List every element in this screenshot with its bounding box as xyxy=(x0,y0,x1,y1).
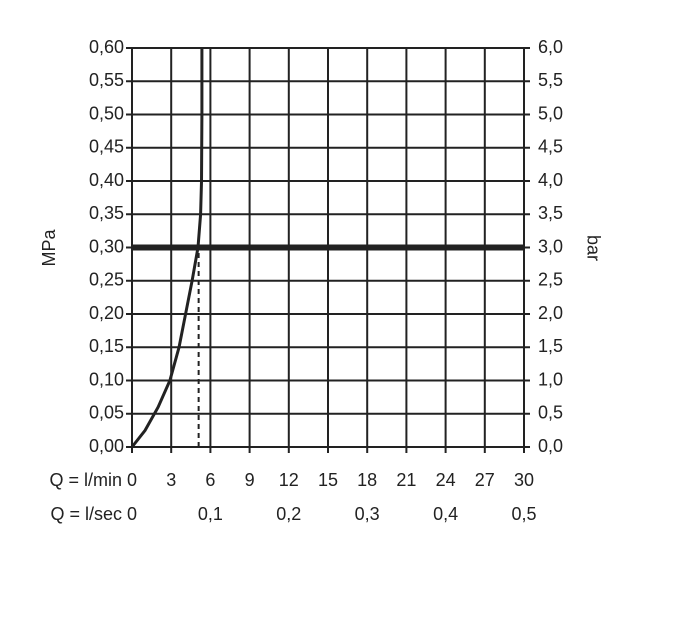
y-axis-label: MPa xyxy=(39,229,59,267)
y2-tick-label: 2,5 xyxy=(538,270,563,290)
x-tick-label: 6 xyxy=(205,470,215,490)
x-tick-label: 0 xyxy=(127,470,137,490)
y2-tick-label: 5,5 xyxy=(538,70,563,90)
x2-tick-label: 0,1 xyxy=(198,504,223,524)
y-tick-label: 0,05 xyxy=(89,403,124,423)
y2-tick-label: 6,0 xyxy=(538,37,563,57)
y2-tick-label: 3,5 xyxy=(538,203,563,223)
y-tick-label: 0,00 xyxy=(89,436,124,456)
y-tick-label: 0,15 xyxy=(89,336,124,356)
y2-tick-label: 1,0 xyxy=(538,369,563,389)
plot-frame xyxy=(131,47,525,448)
x2-tick-label: 0 xyxy=(127,504,137,524)
x2-tick-label: 0,4 xyxy=(433,504,458,524)
x-tick-label: 24 xyxy=(436,470,456,490)
x-axis-label: Q = l/min xyxy=(49,470,122,490)
y-tick-label: 0,60 xyxy=(89,37,124,57)
y-tick-label: 0,10 xyxy=(89,369,124,389)
x2-axis-label: Q = l/sec xyxy=(50,504,122,524)
x-tick-label: 9 xyxy=(245,470,255,490)
x-tick-label: 30 xyxy=(514,470,534,490)
x-tick-label: 18 xyxy=(357,470,377,490)
y2-tick-label: 4,0 xyxy=(538,170,563,190)
y-tick-label: 0,35 xyxy=(89,203,124,223)
y-tick-label: 0,55 xyxy=(89,70,124,90)
y-tick-label: 0,20 xyxy=(89,303,124,323)
y-tick-label: 0,50 xyxy=(89,103,124,123)
y2-tick-label: 3,0 xyxy=(538,236,563,256)
y2-tick-label: 1,5 xyxy=(538,336,563,356)
y-tick-label: 0,30 xyxy=(89,236,124,256)
y2-axis-label: bar xyxy=(583,235,603,261)
x2-tick-label: 0,3 xyxy=(355,504,380,524)
x-tick-label: 15 xyxy=(318,470,338,490)
x-tick-label: 27 xyxy=(475,470,495,490)
y-tick-label: 0,45 xyxy=(89,137,124,157)
y2-tick-label: 4,5 xyxy=(538,137,563,157)
y-tick-label: 0,25 xyxy=(89,270,124,290)
y-tick-label: 0,40 xyxy=(89,170,124,190)
x-tick-label: 3 xyxy=(166,470,176,490)
x-tick-label: 21 xyxy=(396,470,416,490)
x2-tick-label: 0,2 xyxy=(276,504,301,524)
x2-tick-label: 0,5 xyxy=(511,504,536,524)
y2-tick-label: 0,5 xyxy=(538,403,563,423)
y2-tick-label: 0,0 xyxy=(538,436,563,456)
y2-tick-label: 2,0 xyxy=(538,303,563,323)
x-tick-label: 12 xyxy=(279,470,299,490)
curve xyxy=(130,48,204,448)
y2-tick-label: 5,0 xyxy=(538,103,563,123)
